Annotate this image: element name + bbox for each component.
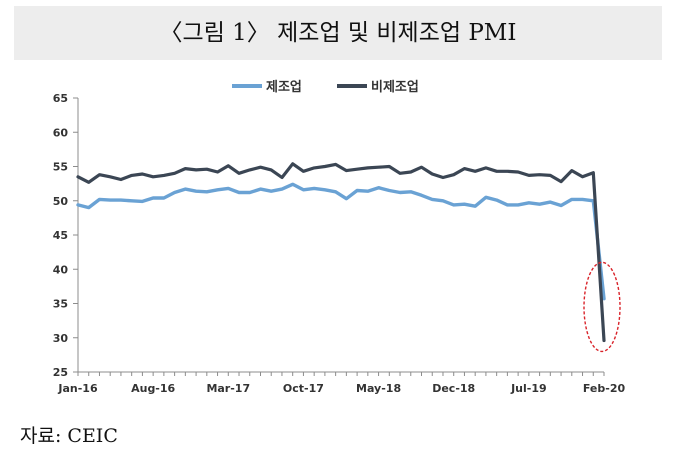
legend-label: 비제조업 (371, 80, 419, 95)
chart-title: 〈그림 1〉 제조업 및 비제조업 PMI (159, 20, 517, 46)
y-tick-label: 25 (53, 366, 68, 379)
chart-frame: 제조업 비제조업 25 30 35 40 45 50 55 60 65 Jan-16 Aug-16 M… (14, 70, 662, 418)
y-axis: 25 30 35 40 45 50 55 60 65 (53, 92, 79, 379)
title-band: 〈그림 1〉 제조업 및 비제조업 PMI (14, 6, 662, 60)
pmi-line-chart: 제조업 비제조업 25 30 35 40 45 50 55 60 65 Jan-16 Aug-16 M… (53, 80, 626, 395)
x-tick-label: Jul-19 (510, 382, 547, 395)
series-line-non-manufacturing (76, 162, 606, 343)
y-tick-label: 55 (53, 161, 68, 174)
x-tick-label: Oct-17 (283, 382, 324, 395)
y-tick-label: 50 (53, 195, 69, 208)
x-tick-label: May-18 (356, 382, 401, 395)
x-tick-label: Feb-20 (583, 382, 626, 395)
annotations (583, 261, 621, 353)
x-tick-label: Mar-17 (206, 382, 250, 395)
y-tick-label: 35 (53, 298, 68, 311)
source-note: 자료: CEIC (20, 425, 118, 447)
y-tick-label: 65 (53, 92, 68, 105)
x-axis: Jan-16 Aug-16 Mar-17 Oct-17 May-18 Dec-18 Jul-… (57, 371, 626, 395)
series-lines (76, 162, 606, 343)
y-tick-label: 30 (53, 332, 69, 345)
chart-legend: 제조업 비제조업 (232, 80, 419, 95)
x-tick-label: Jan-16 (57, 382, 98, 395)
legend-label: 제조업 (266, 80, 302, 95)
x-tick-label: Dec-18 (432, 382, 475, 395)
y-tick-label: 45 (53, 229, 68, 242)
highlight-ellipse (583, 261, 621, 353)
x-tick-label: Aug-16 (131, 382, 175, 395)
y-tick-label: 40 (53, 263, 69, 276)
series-line-manufacturing (76, 182, 606, 301)
y-tick-label: 60 (53, 126, 69, 139)
